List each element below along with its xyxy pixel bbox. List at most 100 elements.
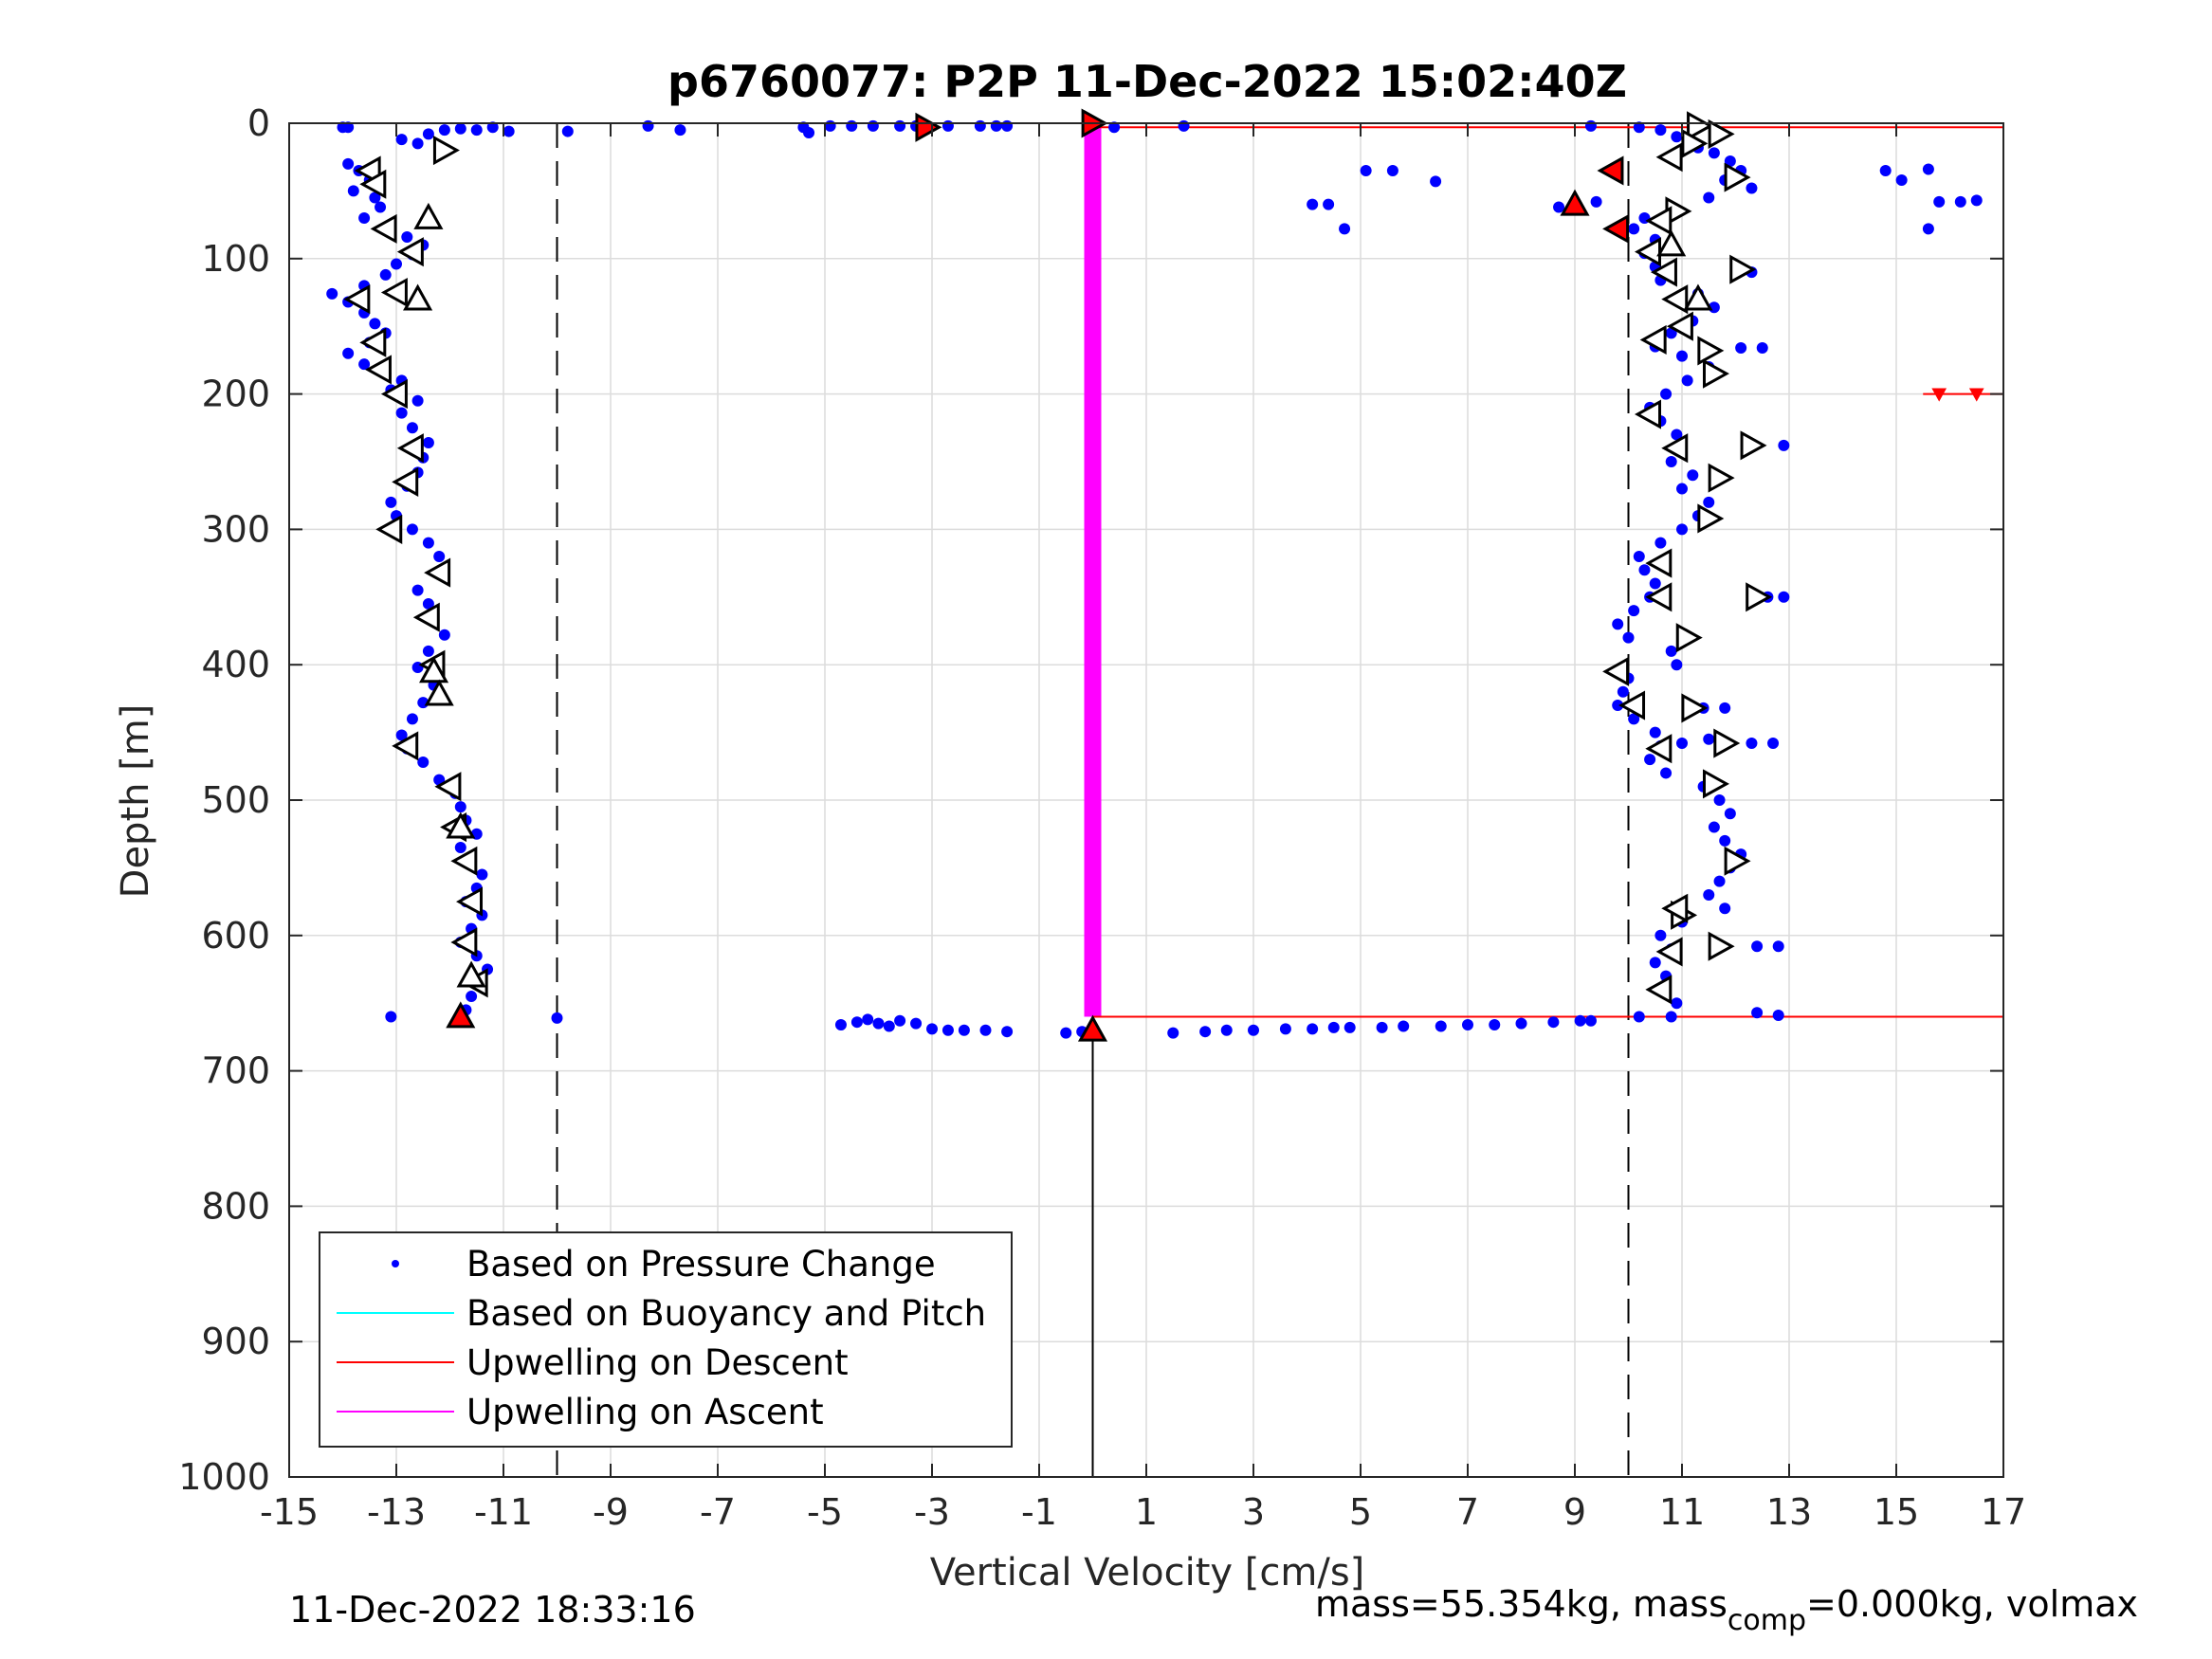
pressure-point (803, 126, 815, 138)
pressure-point (894, 119, 906, 132)
pressure-point (1199, 1026, 1212, 1038)
pressure-point (395, 134, 408, 146)
pressure-point (379, 268, 392, 281)
pressure-point (433, 550, 446, 562)
pressure-point (358, 358, 371, 371)
marker-triangle-right (1740, 430, 1767, 461)
pressure-point (417, 757, 430, 769)
pressure-point (1628, 713, 1640, 725)
pressure-point (1772, 1010, 1784, 1022)
pressure-point (1922, 163, 1934, 175)
pressure-point (1590, 195, 1602, 208)
pressure-point (1970, 194, 1983, 207)
marker-triangle-left (1661, 284, 1689, 315)
pressure-point (503, 125, 515, 137)
marker-triangle-left (380, 379, 408, 410)
pressure-point (674, 124, 686, 137)
pressure-point (401, 230, 413, 243)
x-tick-label: 13 (1766, 1491, 1812, 1533)
pressure-point (347, 185, 359, 197)
pressure-point (1746, 182, 1758, 194)
pressure-point (1879, 164, 1892, 176)
marker-triangle-up (413, 202, 444, 229)
marker-triangle-left (450, 927, 478, 957)
pressure-point (411, 394, 424, 407)
pressure-point (1001, 1026, 1014, 1038)
legend-label: Upwelling on Descent (466, 1342, 849, 1383)
pressure-point (1649, 726, 1661, 738)
marker-triangle-left (1602, 656, 1630, 686)
pressure-point (1617, 685, 1629, 698)
legend-dot-swatch (392, 1260, 399, 1267)
pressure-point (1248, 1024, 1259, 1036)
pressure-point (422, 645, 434, 657)
pressure-point (1676, 350, 1688, 362)
marker-triangle-left (1618, 690, 1646, 720)
marker-triangle-left (456, 886, 483, 917)
marker-triangle-left (343, 284, 371, 315)
pressure-point (1462, 1019, 1473, 1031)
pressure-point (1665, 1011, 1677, 1023)
pressure-point (1713, 794, 1726, 806)
pressure-point (385, 1011, 397, 1023)
marker-triangle-left (1650, 257, 1677, 287)
marker-triangle-left (1661, 893, 1689, 923)
pressure-point (1430, 175, 1442, 188)
marker-triangle-left (412, 602, 440, 632)
marker-triangle-right (1697, 336, 1725, 366)
pressure-point (834, 1019, 847, 1031)
marker-triangle-right (1729, 254, 1757, 284)
pressure-point (1584, 1014, 1597, 1027)
x-tick-label: 5 (1349, 1491, 1372, 1533)
pressure-point (1703, 191, 1715, 204)
y-tick-label: 700 (201, 1050, 270, 1092)
pressure-point (411, 137, 424, 150)
pressure-point (358, 211, 371, 224)
pressure-point (1671, 428, 1683, 441)
footer-mass-subscript: comp (1727, 1604, 1807, 1637)
pressure-point (1060, 1027, 1072, 1039)
marker-triangle-left (434, 772, 462, 802)
pressure-point (1628, 223, 1640, 235)
marker-triangle-left (1645, 548, 1673, 578)
x-tick-label: -5 (807, 1491, 843, 1533)
marker-triangle-left (1645, 206, 1673, 236)
pressure-point (470, 124, 483, 137)
pressure-point (454, 801, 466, 813)
y-tick-label: 500 (201, 779, 270, 821)
marker-triangle-right (1746, 582, 1773, 612)
pressure-point (422, 537, 434, 549)
pressure-point (872, 1017, 885, 1030)
marker-triangle-right (1724, 162, 1751, 192)
pressure-point (1665, 645, 1677, 657)
pressure-point (1767, 738, 1780, 750)
pressure-point (1001, 119, 1014, 132)
pressure-point (850, 1016, 863, 1029)
y-tick-label: 800 (201, 1185, 270, 1227)
pressure-point (1612, 700, 1624, 712)
pressure-point (422, 597, 434, 610)
marker-triangle-left (380, 277, 408, 308)
marker-triangle-left (396, 237, 424, 267)
pressure-point (1660, 767, 1673, 779)
pressure-point (990, 119, 1002, 132)
pressure-point (974, 119, 986, 132)
pressure-point (1778, 439, 1790, 451)
pressure-point (1654, 124, 1667, 137)
pressure-point (1638, 564, 1651, 576)
pressure-point (883, 1020, 895, 1032)
pressure-point (422, 437, 434, 449)
pressure-point (1633, 550, 1645, 562)
x-tick-label: 1 (1135, 1491, 1158, 1533)
pressure-point (1772, 940, 1784, 953)
pressure-point (1220, 1024, 1233, 1036)
pressure-point (1751, 1007, 1764, 1019)
pressure-point (486, 121, 499, 134)
pressure-point (1553, 201, 1565, 213)
x-tick-label: 17 (1981, 1491, 2026, 1533)
marker-triangle-left (364, 355, 392, 385)
marker-triangle-right (1681, 128, 1709, 158)
pressure-point (1279, 1023, 1291, 1035)
pressure-point (1676, 738, 1688, 750)
